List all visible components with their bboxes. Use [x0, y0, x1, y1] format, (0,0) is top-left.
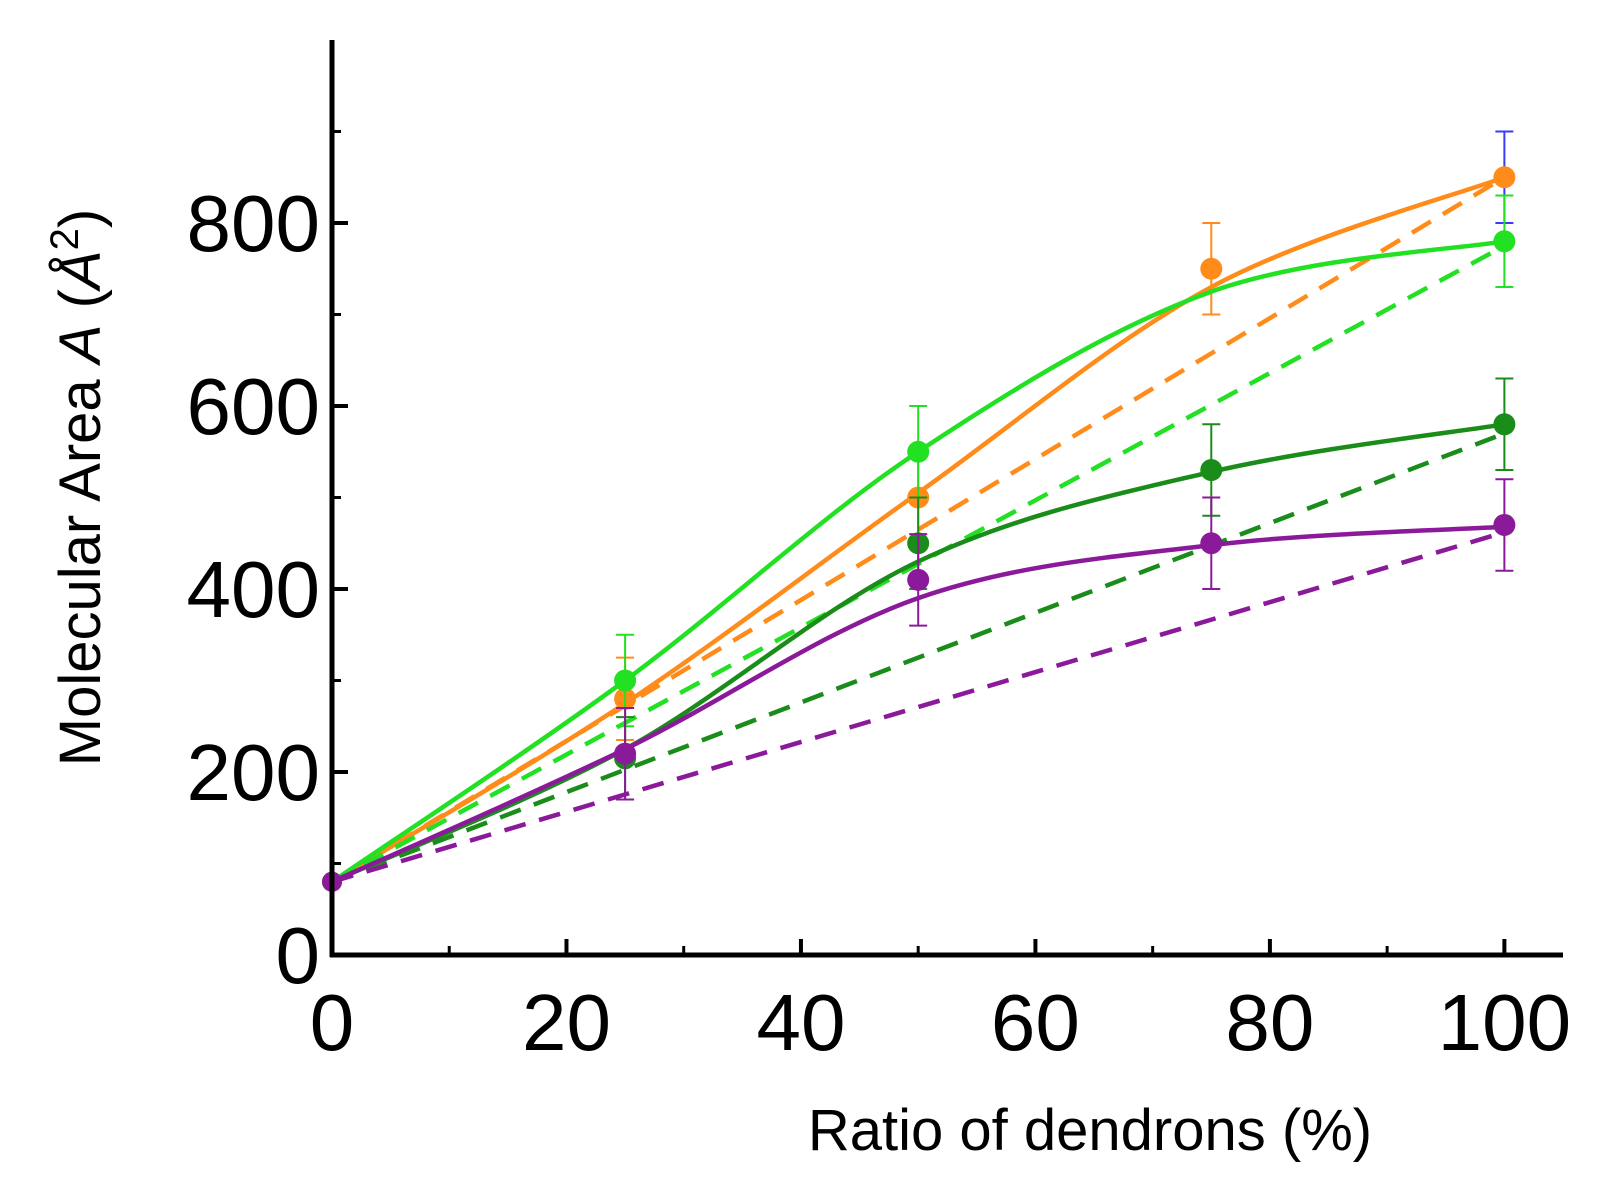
- data-point: [1493, 166, 1516, 189]
- y-axis-title-symbol: A: [48, 325, 113, 367]
- series-dark-green-dashed-line: [331, 431, 1506, 884]
- y-axis-title-paren-close: ): [48, 209, 113, 228]
- x-tick-label: 60: [991, 978, 1080, 1067]
- data-point: [907, 440, 930, 463]
- x-tick-label: 100: [1438, 978, 1571, 1067]
- ticks: 0 20 40 60 80 100 0 200 400 600 800: [187, 130, 1571, 1067]
- data-point: [1200, 532, 1223, 555]
- data-point: [614, 742, 637, 765]
- y-axis-title-prefix: Molecular Area: [48, 363, 113, 766]
- series-layer: [322, 130, 1516, 892]
- series-purple-dashed-line: [331, 530, 1506, 884]
- y-tick-label: 600: [187, 362, 320, 451]
- data-point: [1493, 413, 1516, 436]
- data-point: [614, 669, 637, 692]
- y-axis-title-unit: Å: [48, 250, 113, 292]
- data-point: [1493, 230, 1516, 253]
- y-axis-title-sup: 2: [43, 228, 87, 250]
- x-tick-label: 80: [1225, 978, 1314, 1067]
- data-point: [1493, 513, 1516, 536]
- x-axis-title: Ratio of dendrons (%): [808, 1098, 1372, 1163]
- x-tick-label: 0: [310, 978, 355, 1067]
- x-tick-label: 20: [522, 978, 611, 1067]
- data-point: [1200, 459, 1223, 482]
- y-axis-title-paren-open: (: [48, 289, 113, 324]
- y-axis-title: Molecular Area A (Å2): [43, 209, 113, 766]
- x-tick-label: 40: [756, 978, 845, 1067]
- series-purple: [322, 478, 1516, 892]
- data-point: [907, 568, 930, 591]
- y-tick-label: 0: [276, 911, 321, 1000]
- y-tick-label: 800: [187, 179, 320, 268]
- data-point: [1200, 257, 1223, 280]
- y-tick-label: 400: [187, 545, 320, 634]
- y-tick-label: 200: [187, 728, 320, 817]
- axes: [329, 40, 1563, 958]
